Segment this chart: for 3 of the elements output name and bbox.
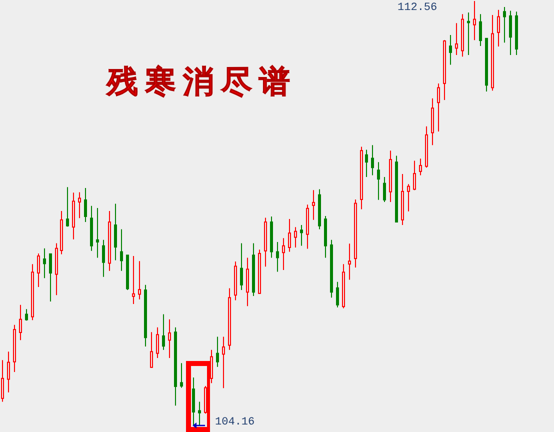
annotation: 104.16 — [215, 416, 255, 428]
annotation: 112.56 — [398, 2, 438, 14]
text: 残寒消尽谱 — [105, 64, 297, 100]
